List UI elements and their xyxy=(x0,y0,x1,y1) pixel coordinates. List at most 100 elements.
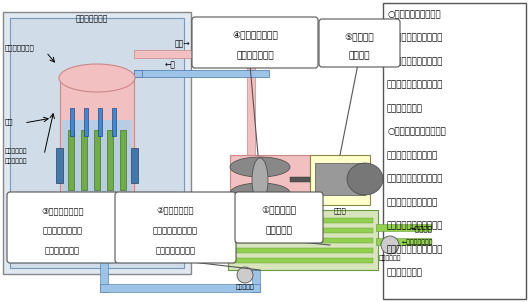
Text: ビン入口と出口の圧力: ビン入口と出口の圧力 xyxy=(387,151,438,160)
Text: 蒸気→: 蒸気→ xyxy=(175,39,190,48)
Text: 入口と出口の圧力: 入口と出口の圧力 xyxy=(42,226,83,236)
Text: 燃料: 燃料 xyxy=(5,118,14,125)
Ellipse shape xyxy=(230,183,290,203)
Text: 原子炉圧力容器: 原子炉圧力容器 xyxy=(5,44,35,51)
Bar xyxy=(12,228,182,264)
Bar xyxy=(84,108,88,136)
Bar xyxy=(252,205,260,225)
Text: 復水器: 復水器 xyxy=(296,212,310,221)
Bar xyxy=(112,108,116,136)
Text: ←水: ←水 xyxy=(165,60,176,69)
Text: 下すると、蔯気は効率よ: 下すると、蔯気は効率よ xyxy=(387,34,443,43)
Bar xyxy=(310,155,370,205)
Bar xyxy=(70,108,74,136)
Text: く、蒸気が効率よく: く、蒸気が効率よく xyxy=(153,226,198,236)
Text: が低下します。: が低下します。 xyxy=(387,104,423,113)
Bar xyxy=(233,248,373,253)
Text: 原子炉格納容器: 原子炉格納容器 xyxy=(76,14,108,23)
Bar xyxy=(255,163,265,198)
Ellipse shape xyxy=(381,236,399,254)
Text: 再循環ポンプ: 再循環ポンプ xyxy=(5,158,28,164)
Bar xyxy=(81,130,87,190)
Bar xyxy=(107,130,113,190)
Bar xyxy=(233,258,373,263)
Bar xyxy=(233,218,373,223)
Text: ○冬季に海水温度が低: ○冬季に海水温度が低 xyxy=(387,10,441,19)
Bar xyxy=(120,130,126,190)
Bar xyxy=(156,236,174,239)
Text: 水: 水 xyxy=(87,250,93,260)
Text: 気タービン出口）の圧力: 気タービン出口）の圧力 xyxy=(387,81,443,89)
Text: 制御棒: 制御棒 xyxy=(90,195,103,202)
Text: ⑤電気出力: ⑤電気出力 xyxy=(345,33,375,42)
Bar xyxy=(60,75,134,225)
Text: ー（電気出力）を得るこ: ー（電気出力）を得るこ xyxy=(387,245,443,254)
Bar xyxy=(14,252,32,255)
Bar xyxy=(230,155,310,205)
Bar xyxy=(100,284,260,292)
Bar xyxy=(14,232,32,235)
Text: →放水路へ: →放水路へ xyxy=(410,225,433,232)
FancyBboxPatch shape xyxy=(7,192,118,263)
Text: 温度が低下: 温度が低下 xyxy=(266,226,293,235)
Bar xyxy=(156,240,174,243)
Bar xyxy=(383,3,526,299)
Bar xyxy=(94,130,100,190)
Bar xyxy=(62,120,132,205)
Bar xyxy=(100,70,108,292)
Bar xyxy=(315,163,365,195)
Text: ②海水温度が低: ②海水温度が低 xyxy=(157,207,194,216)
Text: が増加: が増加 xyxy=(349,51,370,60)
Bar xyxy=(156,252,174,255)
Bar xyxy=(252,270,260,292)
Text: 差が大きくなり、蔯気タ: 差が大きくなり、蔯気タ xyxy=(387,175,443,184)
Text: 発電機: 発電機 xyxy=(334,207,346,214)
Ellipse shape xyxy=(59,209,135,229)
Text: タービン: タービン xyxy=(251,207,269,214)
Bar xyxy=(10,18,184,268)
Bar xyxy=(290,177,310,182)
Text: し、より多くのエネルギ: し、より多くのエネルギ xyxy=(387,221,443,230)
Bar xyxy=(134,70,142,77)
Bar xyxy=(156,244,174,247)
Text: 循環水ポンプ: 循環水ポンプ xyxy=(379,255,402,261)
Text: ←海面水（海水）: ←海面水（海水） xyxy=(402,239,433,245)
Bar xyxy=(156,232,174,235)
Bar xyxy=(131,148,138,183)
Text: 原子炉内蔵型: 原子炉内蔵型 xyxy=(5,148,28,154)
Bar xyxy=(247,58,255,168)
Bar xyxy=(376,238,431,245)
Ellipse shape xyxy=(59,64,135,92)
FancyBboxPatch shape xyxy=(115,192,236,263)
Bar xyxy=(14,240,32,243)
Text: 給水ポンプ: 給水ポンプ xyxy=(235,284,254,290)
Text: ③蒸気タービンの: ③蒸気タービンの xyxy=(41,207,84,216)
Bar xyxy=(233,228,373,233)
Bar xyxy=(233,238,373,243)
Text: 差が大きくなる: 差が大きくなる xyxy=(45,246,80,255)
Bar xyxy=(376,224,431,231)
Text: く冷却され、復水器（蔯: く冷却され、復水器（蔯 xyxy=(387,57,443,66)
Ellipse shape xyxy=(252,158,268,202)
Text: とができます。: とができます。 xyxy=(387,268,423,278)
Bar xyxy=(156,248,174,251)
FancyBboxPatch shape xyxy=(319,19,400,67)
Text: 冷却され水に戻る: 冷却され水に戻る xyxy=(156,246,196,255)
Bar xyxy=(134,50,304,58)
Bar xyxy=(68,130,74,190)
Text: ④蒸気タービンが: ④蒸気タービンが xyxy=(232,32,278,41)
Bar xyxy=(14,236,32,239)
Text: ービンがより強く回転: ービンがより強く回転 xyxy=(387,198,438,207)
Text: ①冬季は海水: ①冬季は海水 xyxy=(261,207,296,216)
Bar xyxy=(14,248,32,251)
Ellipse shape xyxy=(347,163,383,195)
FancyBboxPatch shape xyxy=(235,192,323,243)
FancyBboxPatch shape xyxy=(192,17,318,68)
Ellipse shape xyxy=(237,267,253,283)
Bar xyxy=(3,12,191,274)
Bar xyxy=(14,244,32,247)
Bar xyxy=(56,148,63,183)
Bar xyxy=(134,70,269,77)
Text: ○これにより、蔯気ター: ○これにより、蔯気ター xyxy=(387,127,446,137)
Text: 強い力で回転: 強い力で回転 xyxy=(236,51,274,60)
